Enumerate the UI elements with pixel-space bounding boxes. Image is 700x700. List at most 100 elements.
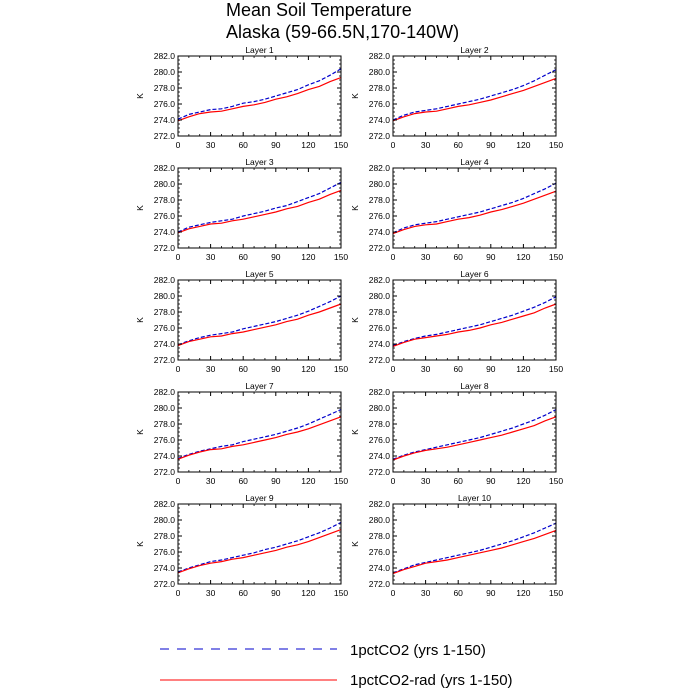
x-tick-label: 30 — [421, 252, 431, 262]
y-tick-label: 274.0 — [369, 115, 391, 125]
y-tick-label: 276.0 — [369, 547, 391, 557]
x-tick-label: 150 — [549, 252, 563, 262]
plot-frame — [177, 391, 342, 473]
panel-title: Layer 3 — [245, 157, 274, 167]
panel-layer-1: Layer 1 K 0 30 60 90 120 150 272.0 274.0 276.0 278.… — [135, 45, 348, 150]
x-tick-label: 30 — [421, 140, 431, 150]
y-tick-label: 280.0 — [369, 403, 391, 413]
y-tick-label: 272.0 — [154, 579, 176, 589]
x-tick-label: 150 — [334, 364, 348, 374]
x-tick-label: 0 — [391, 140, 396, 150]
y-tick-label: 272.0 — [369, 243, 391, 253]
panel-layer-10: Layer 10 K 0 30 60 90 120 150 272.0 274.0 276.0 278… — [350, 493, 563, 598]
x-tick-label: 90 — [271, 364, 281, 374]
y-tick-label: 274.0 — [154, 115, 176, 125]
y-tick-label: 278.0 — [154, 195, 176, 205]
legend: 1pctCO2 (yrs 1-150) 1pctCO2-rad (yrs 1-1… — [160, 642, 513, 689]
x-tick-label: 0 — [391, 252, 396, 262]
series-line-1pctco2 — [392, 182, 557, 234]
y-tick-label: 282.0 — [369, 51, 391, 61]
y-tick-label: 272.0 — [154, 355, 176, 365]
y-tick-label: 280.0 — [154, 179, 176, 189]
figure-title-line1: Mean Soil Temperature — [226, 0, 412, 20]
y-tick-label: 276.0 — [154, 547, 176, 557]
y-tick-label: 278.0 — [369, 531, 391, 541]
x-tick-label: 0 — [176, 140, 181, 150]
x-tick-label: 150 — [549, 140, 563, 150]
panel-grid: Layer 1 K 0 30 60 90 120 150 272.0 274.0 276.0 278.… — [135, 45, 563, 598]
x-tick-label: 90 — [486, 588, 496, 598]
panel-title: Layer 4 — [460, 157, 489, 167]
x-tick-label: 60 — [238, 364, 248, 374]
x-tick-label: 0 — [176, 252, 181, 262]
y-axis-label: K — [135, 429, 145, 435]
y-tick-label: 276.0 — [369, 211, 391, 221]
x-tick-label: 120 — [516, 252, 530, 262]
x-tick-label: 60 — [238, 476, 248, 486]
y-tick-label: 274.0 — [369, 563, 391, 573]
y-tick-label: 278.0 — [369, 307, 391, 317]
plot-frame — [392, 391, 557, 473]
y-tick-label: 280.0 — [369, 67, 391, 77]
series-line-1pctco2-rad — [177, 529, 342, 574]
y-tick-label: 280.0 — [154, 67, 176, 77]
plot-frame — [392, 55, 557, 137]
series-line-1pctco2-rad — [177, 189, 342, 234]
x-tick-label: 60 — [453, 252, 463, 262]
y-axis-label: K — [350, 541, 360, 547]
y-tick-label: 280.0 — [369, 291, 391, 301]
y-tick-label: 278.0 — [154, 307, 176, 317]
legend-label-1pctco2-rad: 1pctCO2-rad (yrs 1-150) — [350, 672, 513, 689]
x-tick-label: 90 — [486, 476, 496, 486]
y-tick-label: 274.0 — [154, 227, 176, 237]
y-tick-label: 280.0 — [154, 291, 176, 301]
panel-title: Layer 8 — [460, 381, 489, 391]
y-tick-label: 282.0 — [369, 275, 391, 285]
y-tick-label: 276.0 — [369, 435, 391, 445]
panel-title: Layer 6 — [460, 269, 489, 279]
y-tick-label: 282.0 — [154, 275, 176, 285]
y-tick-label: 282.0 — [369, 387, 391, 397]
panel-layer-3: Layer 3 K 0 30 60 90 120 150 272.0 274.0 276.0 278.… — [135, 157, 348, 262]
series-line-1pctco2 — [392, 409, 557, 460]
y-tick-label: 282.0 — [154, 163, 176, 173]
y-tick-label: 278.0 — [369, 419, 391, 429]
series-line-1pctco2 — [392, 522, 557, 574]
y-tick-label: 272.0 — [369, 467, 391, 477]
y-tick-label: 274.0 — [154, 451, 176, 461]
x-tick-label: 90 — [486, 364, 496, 374]
x-tick-label: 60 — [453, 476, 463, 486]
y-axis-label: K — [135, 205, 145, 211]
panel-title: Layer 7 — [245, 381, 274, 391]
plot-frame — [177, 279, 342, 361]
y-tick-label: 282.0 — [369, 499, 391, 509]
x-tick-label: 60 — [453, 588, 463, 598]
panel-layer-6: Layer 6 K 0 30 60 90 120 150 272.0 274.0 276.0 278.… — [350, 269, 563, 374]
y-tick-label: 272.0 — [369, 579, 391, 589]
x-tick-label: 150 — [334, 252, 348, 262]
x-tick-label: 0 — [391, 588, 396, 598]
y-tick-label: 278.0 — [369, 83, 391, 93]
series-line-1pctco2 — [177, 295, 342, 346]
figure-title-line2: Alaska (59-66.5N,170-140W) — [226, 22, 459, 42]
series-line-1pctco2 — [177, 68, 342, 120]
x-tick-label: 60 — [238, 588, 248, 598]
x-tick-label: 150 — [549, 588, 563, 598]
panel-title: Layer 10 — [458, 493, 491, 503]
x-tick-label: 120 — [301, 252, 315, 262]
x-tick-label: 150 — [334, 140, 348, 150]
x-tick-label: 60 — [238, 140, 248, 150]
x-tick-label: 120 — [516, 588, 530, 598]
y-tick-label: 272.0 — [369, 355, 391, 365]
y-tick-label: 278.0 — [154, 531, 176, 541]
series-line-1pctco2-rad — [392, 190, 557, 235]
x-tick-label: 120 — [516, 140, 530, 150]
y-tick-label: 274.0 — [154, 563, 176, 573]
series-line-1pctco2 — [177, 181, 342, 233]
plot-frame — [177, 503, 342, 585]
y-axis-label: K — [350, 93, 360, 99]
x-tick-label: 120 — [301, 364, 315, 374]
x-tick-label: 30 — [206, 140, 216, 150]
panel-title: Layer 2 — [460, 45, 489, 55]
y-tick-label: 274.0 — [369, 227, 391, 237]
